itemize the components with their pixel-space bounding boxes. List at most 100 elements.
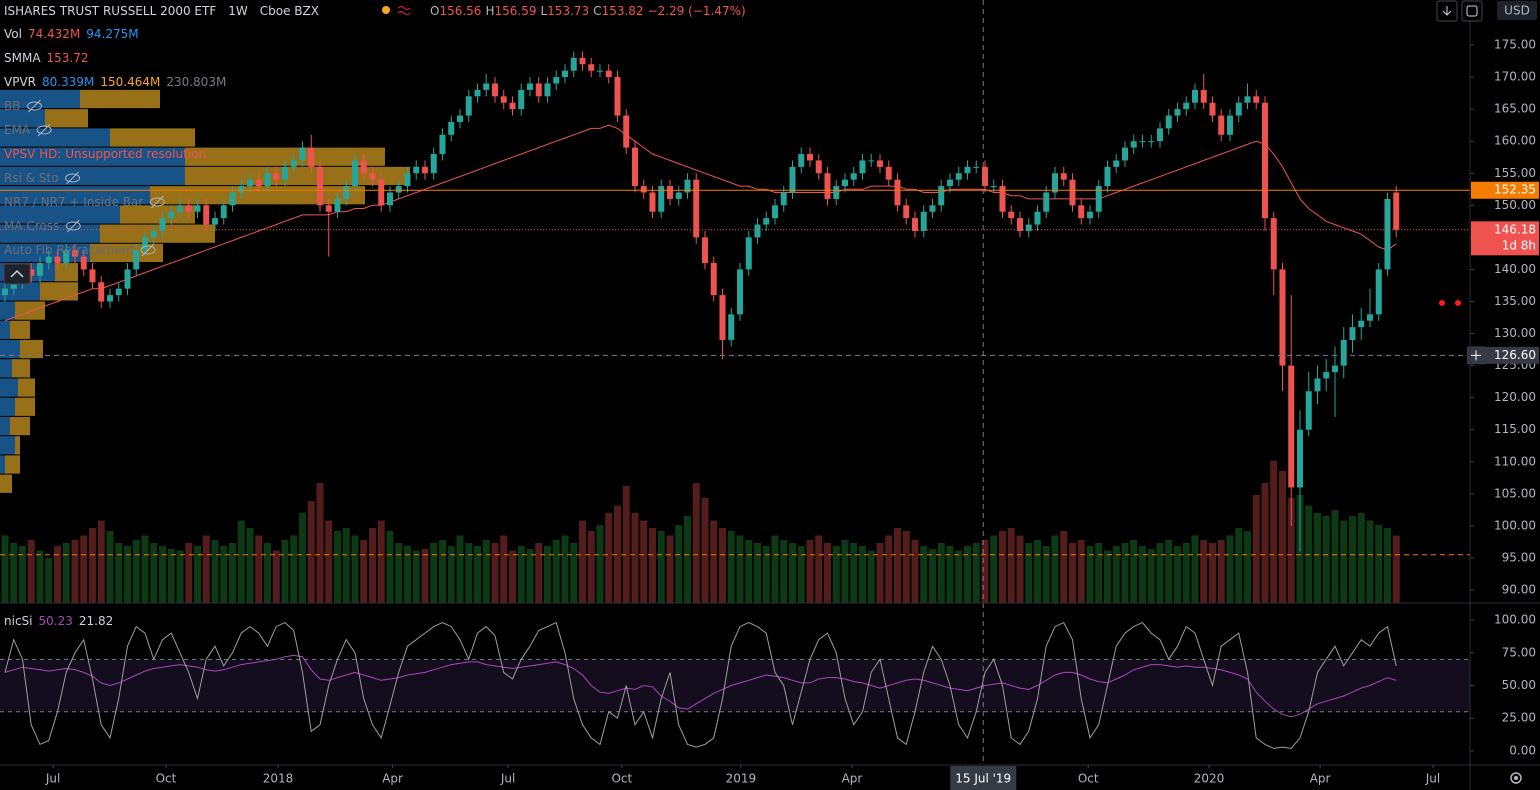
- candle-body: [1165, 115, 1172, 129]
- candle-body: [570, 57, 577, 71]
- volume-bar: [955, 550, 963, 603]
- candle-body: [299, 147, 306, 161]
- vpvr-up: [0, 416, 10, 436]
- candle-body: [343, 186, 350, 199]
- indicator-name: MA Cross: [4, 219, 59, 233]
- candle-body: [981, 166, 988, 187]
- candle-body: [63, 250, 70, 264]
- indicator-value: 150.464M: [100, 75, 160, 89]
- candle-body: [990, 186, 997, 188]
- candle-body: [1191, 89, 1198, 103]
- candle-body: [1209, 102, 1216, 116]
- candle-body: [141, 237, 148, 251]
- x-tick-label: Jul: [45, 772, 60, 786]
- volume-bar: [456, 535, 464, 603]
- collapse-button[interactable]: [3, 263, 31, 285]
- volume-bar: [1217, 540, 1225, 603]
- volume-bar: [386, 531, 394, 603]
- candle-body: [640, 186, 647, 193]
- y-tick-label: 170.00: [1494, 70, 1536, 84]
- fullscreen-button[interactable]: [1461, 0, 1483, 22]
- volume-bar: [193, 546, 201, 603]
- volume-bar: [1033, 540, 1041, 603]
- candle-body: [1226, 115, 1233, 135]
- candle-body: [684, 179, 691, 193]
- candle-body: [675, 192, 682, 199]
- smma-line: [4, 124, 1397, 322]
- volume-bar: [535, 543, 543, 603]
- hidden-icon: [149, 197, 165, 207]
- volume-bar: [447, 546, 455, 603]
- indicator-value: 230.803M: [166, 75, 226, 89]
- x-tick-label: Oct: [1078, 772, 1099, 786]
- volume-bar: [1, 535, 9, 603]
- indicator-legend: BB: [4, 99, 20, 113]
- candle-body: [133, 250, 140, 270]
- volume-bar: [692, 483, 700, 603]
- settings-button[interactable]: [1510, 772, 1522, 784]
- candle-body: [325, 205, 332, 212]
- hidden-icon: [141, 243, 155, 257]
- volume-bar: [1077, 540, 1085, 603]
- volume-bar: [675, 525, 683, 603]
- candle-body: [745, 237, 752, 270]
- volume-bar: [762, 546, 770, 603]
- candle-body: [596, 70, 603, 72]
- candle-body: [1104, 166, 1111, 187]
- volume-bar: [395, 543, 403, 603]
- candle-body: [798, 154, 805, 167]
- ohlc-readout: O156.56 H156.59 L153.73 C153.82 −2.29 (−1.47…: [430, 4, 746, 18]
- vpvr-down: [45, 109, 88, 128]
- currency-button[interactable]: USD: [1497, 1, 1537, 20]
- indicator-name: VPSV HD: Unsupported resolution: [4, 147, 206, 161]
- candle-body: [1148, 141, 1155, 143]
- vpvr-up: [0, 455, 5, 474]
- button-icon: [1510, 772, 1522, 784]
- market-icon: [382, 6, 390, 14]
- candle-body: [1331, 365, 1338, 373]
- volume-bar: [841, 540, 849, 603]
- volume-bar: [963, 546, 971, 603]
- x-tick-label: Jul: [500, 772, 515, 786]
- indicator-legend: VPVR 80.339M 150.464M 230.803M: [4, 75, 226, 89]
- candle-body: [509, 102, 516, 110]
- volume-bar: [815, 535, 823, 603]
- front-layer: 90.00 95.00 100.00 105.00 110.00 115.00 120.00…: [4, 4, 1539, 790]
- oscillator-legend: nicSi 50.23 21.82: [4, 614, 113, 628]
- volume-bar: [1357, 513, 1365, 603]
- candle-body: [859, 160, 866, 174]
- volume-bar: [1173, 546, 1181, 603]
- volume-bar: [1261, 483, 1269, 603]
- volume-bar: [1200, 540, 1208, 603]
- candle-body: [369, 173, 376, 180]
- candle-body: [693, 179, 700, 238]
- candle-body: [841, 179, 848, 187]
- hidden-icon: [66, 219, 80, 233]
- candle-body: [1305, 391, 1312, 430]
- y-tick-label: 175.00: [1494, 38, 1536, 52]
- vpvr-down: [0, 474, 12, 493]
- hidden-icon: [66, 171, 79, 185]
- scroll-down-button[interactable]: [1436, 0, 1458, 22]
- volume-bar: [1103, 550, 1111, 603]
- indicator-name: NR7 / NR7 + Inside Bar: [4, 195, 143, 209]
- readout-value: 153.82: [602, 4, 644, 18]
- volume-bar: [561, 535, 569, 603]
- vpvr-up: [0, 339, 20, 359]
- x-tick-label: 2019: [726, 772, 757, 786]
- indicator-name: VPVR: [4, 75, 36, 89]
- candle-body: [124, 269, 131, 289]
- candle-body: [1008, 211, 1015, 219]
- volume-bar: [850, 543, 858, 603]
- candle-body: [929, 205, 936, 212]
- volume-bar: [508, 550, 516, 603]
- candle-body: [1139, 141, 1146, 143]
- volume-bar: [27, 540, 35, 603]
- volume-bar: [132, 540, 140, 603]
- volume-bar: [10, 543, 18, 603]
- candle-body: [413, 166, 420, 174]
- vpvr-up: [0, 224, 100, 243]
- add-alert-button[interactable]: [1467, 346, 1485, 365]
- vpvr-down: [15, 397, 35, 416]
